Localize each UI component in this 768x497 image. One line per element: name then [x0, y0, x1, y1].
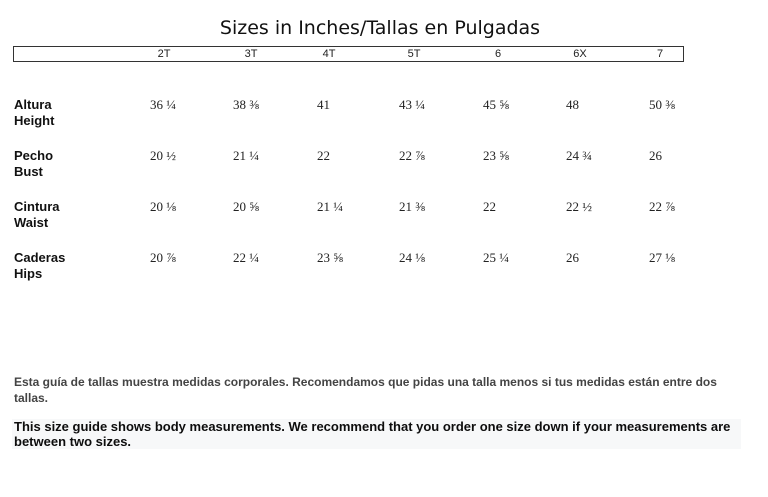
row-label-en: Height — [14, 113, 55, 128]
row-label-es: Caderas — [14, 250, 66, 265]
row-label-es: Altura — [14, 97, 52, 112]
table-cell: 50 ⅜ — [649, 97, 675, 112]
size-header-bar — [13, 46, 684, 62]
table-cell: 21 ⅜ — [399, 199, 425, 214]
size-header-5t: 5T — [407, 48, 421, 60]
table-cell: 22 ⅞ — [399, 148, 425, 163]
size-header-7: 7 — [656, 48, 664, 60]
row-label-es: Pecho — [14, 148, 54, 163]
size-header-6x: 6X — [573, 48, 587, 60]
size-header-6: 6 — [494, 48, 502, 60]
page-title: Sizes in Inches/Tallas en Pulgadas — [219, 17, 541, 39]
table-cell: 24 ¾ — [566, 148, 592, 163]
table-cell: 23 ⅝ — [317, 250, 343, 265]
row-label-hips: Caderas Hips — [14, 250, 65, 282]
row-label-es: Cintura — [14, 199, 60, 214]
row-label-height: Altura Height — [14, 97, 54, 129]
row-label-en: Waist — [14, 215, 49, 230]
table-cell: 20 ⅛ — [150, 199, 176, 214]
table-cell: 20 ½ — [150, 148, 176, 163]
table-cell: 24 ⅛ — [399, 250, 425, 265]
size-header-4t: 4T — [322, 48, 336, 60]
table-cell: 25 ¼ — [483, 250, 509, 265]
table-cell: 22 ½ — [566, 199, 592, 214]
note-spanish: Esta guía de tallas muestra medidas corp… — [14, 375, 717, 405]
table-cell: 38 ⅜ — [233, 97, 259, 112]
table-cell: 21 ¼ — [317, 199, 343, 214]
table-cell: 20 ⅝ — [233, 199, 259, 214]
table-cell: 45 ⅝ — [483, 97, 509, 112]
size-header-3t: 3T — [244, 48, 258, 60]
table-cell: 22 — [483, 199, 496, 214]
table-cell: 22 ⅞ — [649, 199, 675, 214]
table-cell: 36 ¼ — [150, 97, 176, 112]
table-cell: 22 — [317, 148, 330, 163]
table-cell: 20 ⅞ — [150, 250, 176, 265]
note-english: This size guide shows body measurements.… — [12, 419, 741, 449]
table-cell: 23 ⅝ — [483, 148, 509, 163]
row-label-en: Bust — [14, 164, 43, 179]
table-cell: 26 — [566, 250, 579, 265]
table-cell: 22 ¼ — [233, 250, 259, 265]
row-label-bust: Pecho Bust — [14, 148, 53, 180]
table-cell: 26 — [649, 148, 662, 163]
table-cell: 21 ¼ — [233, 148, 259, 163]
size-header-2t: 2T — [157, 48, 171, 60]
row-label-en: Hips — [14, 266, 43, 281]
table-cell: 43 ¼ — [399, 97, 425, 112]
row-label-waist: Cintura Waist — [14, 199, 60, 231]
table-cell: 48 — [566, 97, 579, 112]
table-cell: 41 — [317, 97, 330, 112]
table-cell: 27 ⅛ — [649, 250, 675, 265]
